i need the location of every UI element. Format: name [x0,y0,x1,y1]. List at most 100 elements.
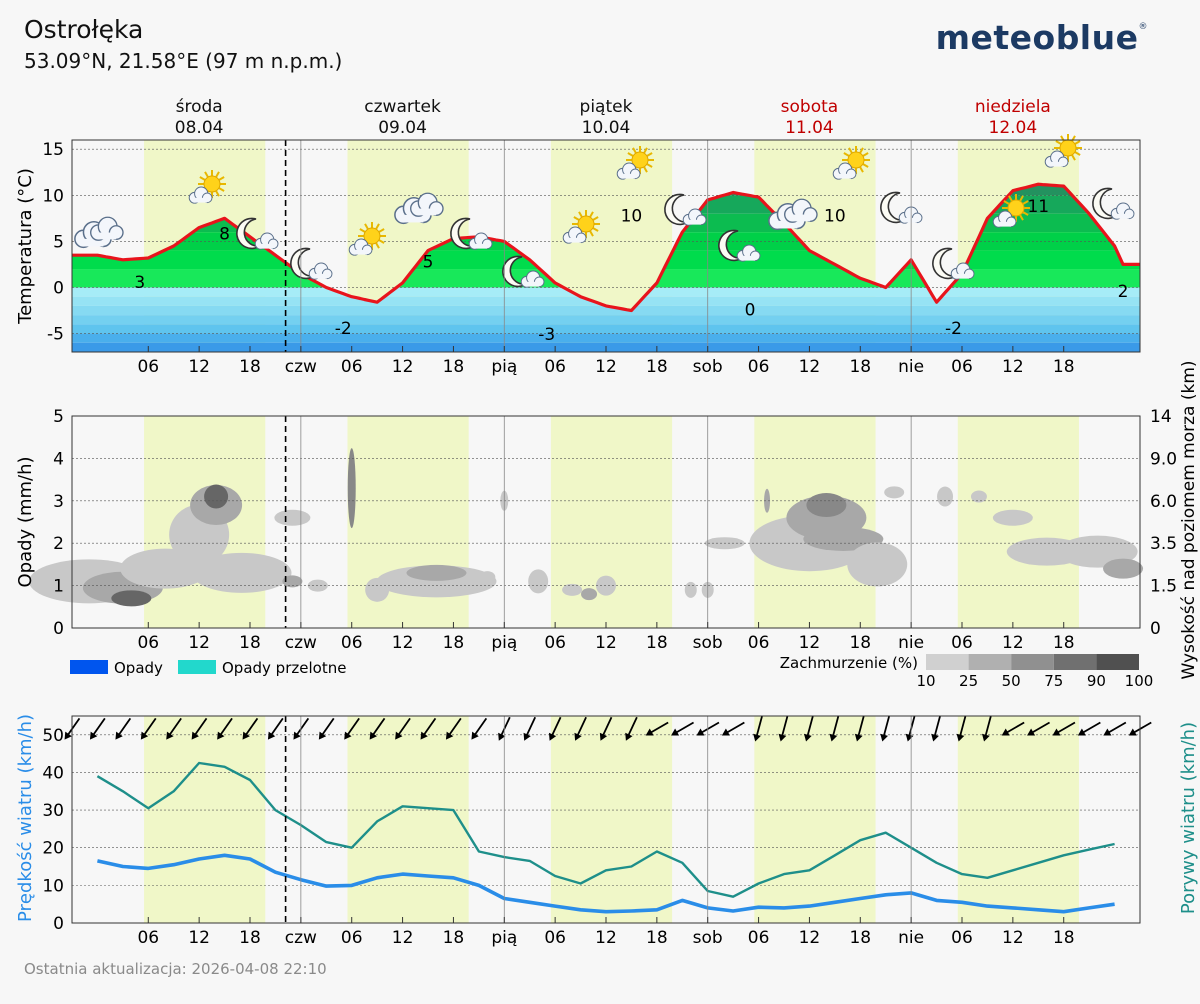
arrow-shaft [575,716,587,738]
x-tick-label: nie [898,928,924,948]
cloud-icon [468,232,493,250]
arrow-head [166,731,174,740]
sun-ray [215,190,220,197]
sun-disc [203,175,221,193]
temp-data-label: 10 [621,206,643,226]
x-tick-label: nie [898,357,924,377]
wind-arrow [115,717,132,740]
x-tick-label: 06 [137,633,159,653]
x-tick-label: 18 [849,633,871,653]
cloud-icon [308,262,333,280]
x-tick-label: sob [693,357,723,377]
sun-ray [859,166,864,173]
sun-ray [215,171,220,178]
cloud-cover-patch [376,565,497,598]
temp-band [72,305,1140,316]
x-tick-label: 18 [646,928,668,948]
arrow-head [293,731,301,740]
sun-ray [1019,214,1024,221]
wind-arrow [471,717,488,740]
sun-ray [589,211,594,218]
y-tick-label: 1 [53,577,64,597]
x-tick-label: 12 [188,633,210,653]
wind-arrow [64,717,81,740]
cloud-cover-patch [764,488,771,513]
wind-arrow [1128,721,1152,736]
cloud-cover-patch [528,569,549,594]
cloud-part [838,173,852,179]
wind-arrow [369,717,386,740]
day-date: 10.04 [582,118,631,138]
arrow-head [1027,728,1036,736]
x-tick-label: 12 [595,928,617,948]
sun-ray [643,166,648,173]
cloud-cover-patch [282,575,303,588]
x-tick-label: 18 [443,633,465,653]
wind-arrow [217,717,233,740]
cloud-legend-tick: 100 [1125,672,1154,690]
arrow-head [880,733,889,742]
wind-gust-line [96,761,1115,898]
sun-ray [592,216,599,221]
cloud-legend-swatch [1011,654,1054,670]
day-date: 08.04 [175,118,224,138]
cloud-legend-title: Zachmurzenie (%) [780,654,918,672]
arrow-head [217,731,225,740]
arrow-shaft [933,716,941,738]
arrow-head [64,731,72,740]
coordinates: 53.09°N, 21.58°E (97 m n.p.m.) [24,49,343,73]
x-tick-label: 06 [544,633,566,653]
temp-band [72,324,1140,334]
sun-ray [378,239,385,244]
cloud-icon [188,186,213,204]
wind-arrow [1027,721,1051,736]
x-tick-label: 12 [1002,633,1024,653]
x-tick-label: 06 [137,357,159,377]
arrow-head [498,732,506,741]
sun-ray [359,228,366,233]
y-tick-label: -5 [47,325,64,345]
moon-shape [1092,187,1117,220]
moon-shape [880,191,905,224]
temp-band [72,315,1140,325]
cloud-icon [1044,150,1069,168]
cloud-part [260,243,274,249]
x-tick-label: 12 [595,633,617,653]
arrow-head [721,728,730,736]
moon-icon [718,229,743,262]
arrow-head [395,731,403,740]
sun-ray [643,147,648,154]
temp-data-label: 5 [423,252,434,272]
arrow-shaft [525,716,537,738]
arrow-head [1001,728,1010,736]
arrow-shaft [295,717,310,737]
cloud-icon [992,210,1017,228]
meteoblue-logo[interactable]: meteoblue® [935,18,1148,57]
cloud-cover-patch [1103,558,1144,579]
cloud-part [98,232,117,240]
arrow-head [523,732,531,741]
sun-ray [218,187,225,192]
arrow-head [625,732,633,741]
x-tick-label: 06 [748,633,770,653]
arrow-shaft [269,717,284,737]
sun-ray [1008,195,1013,202]
arrow-head [753,733,761,742]
cloud-cover-patch [204,484,229,509]
x-tick-label: 18 [849,928,871,948]
day-name: sobota [781,97,839,117]
y-tick-label-right: 14 [1150,407,1172,427]
wind-arrow [931,716,941,742]
sun-ray [1022,200,1029,205]
wind-arrow [498,716,511,741]
cloud-icon [254,232,279,250]
cloud-cover-patch [479,571,496,584]
wind-arrow [829,716,840,742]
cloud-legend-swatch [1053,654,1097,670]
sun-disc [363,227,381,245]
arrow-shaft [244,717,259,737]
arrow-head [267,731,276,740]
x-tick-label: 06 [544,928,566,948]
arrow-shaft [91,717,106,737]
wind-arrow [956,716,967,742]
